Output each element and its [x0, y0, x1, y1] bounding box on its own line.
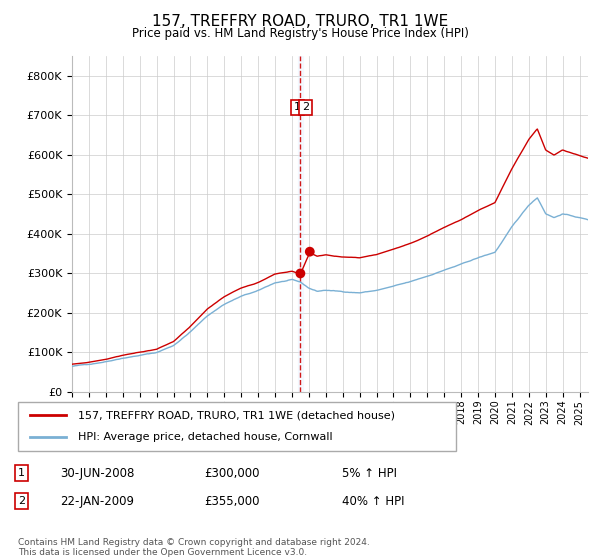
Text: £300,000: £300,000	[204, 466, 260, 480]
Point	[305, 247, 314, 256]
Text: 30-JUN-2008: 30-JUN-2008	[60, 466, 134, 480]
Text: Contains HM Land Registry data © Crown copyright and database right 2024.
This d: Contains HM Land Registry data © Crown c…	[18, 538, 370, 557]
Bar	[298, 56, 303, 392]
Text: 2: 2	[18, 496, 25, 506]
Text: Price paid vs. HM Land Registry's House Price Index (HPI): Price paid vs. HM Land Registry's House …	[131, 27, 469, 40]
Text: 2: 2	[302, 102, 309, 113]
Text: 157, TREFFRY ROAD, TRURO, TR1 1WE: 157, TREFFRY ROAD, TRURO, TR1 1WE	[152, 14, 448, 29]
Text: 1: 1	[18, 468, 25, 478]
Text: 22-JAN-2009: 22-JAN-2009	[60, 494, 134, 508]
Text: £355,000: £355,000	[204, 494, 260, 508]
Text: 5% ↑ HPI: 5% ↑ HPI	[342, 466, 397, 480]
Text: 1: 1	[294, 102, 301, 113]
Text: 40% ↑ HPI: 40% ↑ HPI	[342, 494, 404, 508]
Text: 157, TREFFRY ROAD, TRURO, TR1 1WE (detached house): 157, TREFFRY ROAD, TRURO, TR1 1WE (detac…	[78, 410, 395, 421]
Text: HPI: Average price, detached house, Cornwall: HPI: Average price, detached house, Corn…	[78, 432, 332, 442]
Point	[296, 269, 305, 278]
